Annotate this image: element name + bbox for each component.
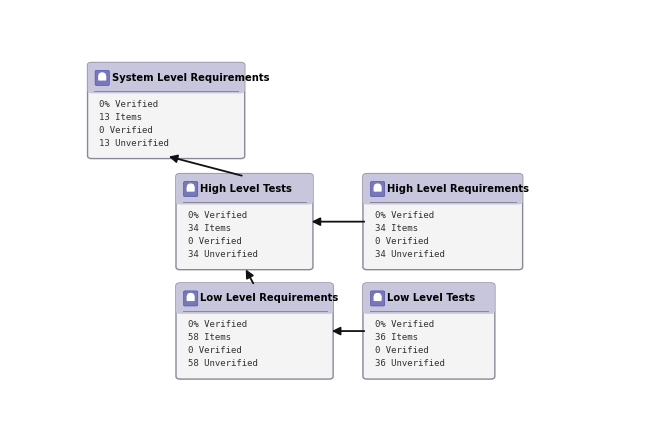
Text: 0 Verified: 0 Verified: [374, 346, 428, 355]
FancyBboxPatch shape: [368, 189, 518, 202]
Text: High Level Tests: High Level Tests: [200, 184, 292, 194]
FancyBboxPatch shape: [87, 63, 244, 159]
Text: 0% Verified: 0% Verified: [374, 320, 434, 329]
Circle shape: [99, 73, 105, 77]
Text: Low Level Requirements: Low Level Requirements: [200, 293, 338, 303]
Text: 0 Verified: 0 Verified: [374, 237, 428, 246]
FancyBboxPatch shape: [176, 283, 333, 314]
Text: 13 Unverified: 13 Unverified: [99, 139, 169, 148]
Circle shape: [188, 293, 194, 297]
FancyBboxPatch shape: [98, 75, 106, 80]
FancyBboxPatch shape: [370, 182, 385, 197]
FancyBboxPatch shape: [363, 283, 495, 314]
Text: 58 Items: 58 Items: [188, 333, 231, 342]
Text: High Level Requirements: High Level Requirements: [387, 184, 529, 194]
FancyBboxPatch shape: [181, 298, 329, 311]
Text: 34 Items: 34 Items: [374, 224, 417, 233]
Circle shape: [375, 293, 381, 297]
Text: 36 Items: 36 Items: [374, 333, 417, 342]
Text: 0% Verified: 0% Verified: [188, 211, 246, 220]
FancyBboxPatch shape: [184, 182, 198, 197]
FancyBboxPatch shape: [95, 71, 110, 85]
Text: 0 Verified: 0 Verified: [188, 346, 241, 355]
Text: 0% Verified: 0% Verified: [99, 100, 158, 109]
FancyBboxPatch shape: [363, 174, 523, 270]
Text: 36 Unverified: 36 Unverified: [374, 359, 445, 369]
Text: 34 Unverified: 34 Unverified: [374, 250, 445, 259]
FancyBboxPatch shape: [363, 283, 495, 379]
FancyBboxPatch shape: [92, 78, 240, 91]
Text: System Level Requirements: System Level Requirements: [112, 73, 269, 83]
Circle shape: [375, 184, 381, 188]
FancyBboxPatch shape: [374, 186, 381, 192]
FancyBboxPatch shape: [176, 174, 313, 204]
Text: 34 Unverified: 34 Unverified: [188, 250, 258, 259]
Text: 0 Verified: 0 Verified: [99, 126, 153, 135]
FancyBboxPatch shape: [370, 291, 385, 306]
Circle shape: [188, 184, 194, 188]
Text: Low Level Tests: Low Level Tests: [387, 293, 475, 303]
Text: 13 Items: 13 Items: [99, 113, 142, 122]
FancyBboxPatch shape: [368, 298, 490, 311]
FancyBboxPatch shape: [176, 174, 313, 270]
FancyBboxPatch shape: [363, 174, 523, 204]
FancyBboxPatch shape: [176, 283, 333, 379]
FancyBboxPatch shape: [184, 291, 198, 306]
Text: 34 Items: 34 Items: [188, 224, 231, 233]
Text: 0% Verified: 0% Verified: [188, 320, 246, 329]
FancyBboxPatch shape: [181, 189, 308, 202]
Text: 58 Unverified: 58 Unverified: [188, 359, 258, 369]
Text: 0 Verified: 0 Verified: [188, 237, 241, 246]
FancyBboxPatch shape: [186, 296, 195, 301]
FancyBboxPatch shape: [374, 296, 381, 301]
FancyBboxPatch shape: [87, 63, 244, 93]
FancyBboxPatch shape: [186, 186, 195, 192]
Text: 0% Verified: 0% Verified: [374, 211, 434, 220]
